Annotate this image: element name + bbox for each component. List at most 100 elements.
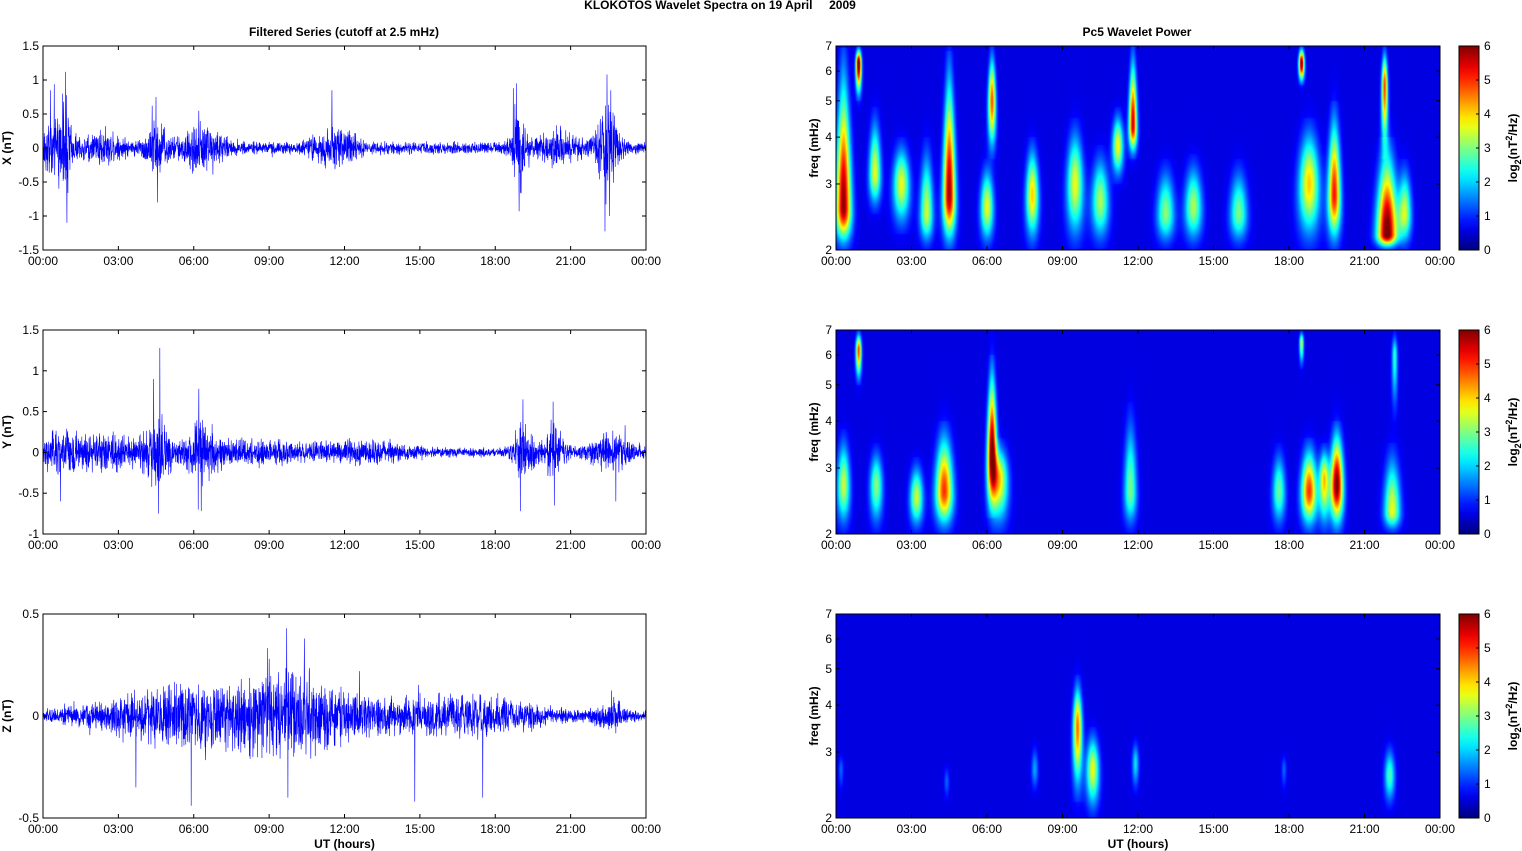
series-y-x-tick-label: 18:00 (480, 538, 510, 552)
power-x-x-axis: 00:00 03:00 06:00 09:00 12:00 15:00 18:00 21:00… (821, 46, 1455, 268)
series-y-x-tick-label: 12:00 (329, 538, 359, 552)
series-z-y-tick-label: 0.5 (22, 607, 39, 621)
series-y-x-tick-label: 15:00 (405, 538, 435, 552)
power-y-colorbar-tick-label: 6 (1484, 323, 1491, 337)
power-y-x-tick-label: 06:00 (972, 538, 1002, 552)
power-z-x-tick-label: 21:00 (1349, 822, 1379, 836)
series-y-x-tick-label: 09:00 (254, 538, 284, 552)
power-z-colorbar-tick-label: 2 (1484, 743, 1491, 757)
power-z-heatmap (836, 614, 1440, 818)
power-x-colorbar-tick-label: 3 (1484, 141, 1491, 155)
power-x-y-tick-label: 6 (825, 64, 832, 78)
power-z-colorbar-label: log2(nT2/Hz) (1504, 682, 1522, 751)
power-z-colorbar-tick-label: 1 (1484, 777, 1491, 791)
series-x-x-tick-label: 00:00 (28, 254, 58, 268)
series-z-panel: 0.5 0 -0.5 Z (nT) (0, 607, 647, 825)
power-z-x-tick-label: 15:00 (1198, 822, 1228, 836)
power-x-x-tick-label: 03:00 (896, 254, 926, 268)
power-z-colorbar-tick-label: 0 (1484, 811, 1491, 825)
series-z-y-tick-label: -0.5 (18, 811, 39, 825)
series-y-y-tick-label: -0.5 (18, 486, 39, 500)
series-z-line (42, 628, 647, 806)
power-y-y-tick-label: 6 (825, 348, 832, 362)
power-y-x-tick-label: 12:00 (1123, 538, 1153, 552)
power-y-x-tick-label: 03:00 (896, 538, 926, 552)
series-y-y-tick-label: 0.5 (22, 405, 39, 419)
series-x-y-tick-label: -1.5 (18, 243, 39, 257)
power-y-x-tick-label: 15:00 (1198, 538, 1228, 552)
power-y-x-tick-label: 18:00 (1274, 538, 1304, 552)
power-x-x-tick-label: 12:00 (1123, 254, 1153, 268)
series-x-x-tick-label: 03:00 (103, 254, 133, 268)
series-x-x-tick-label: 09:00 (254, 254, 284, 268)
power-y-colorbar: 6 5 4 3 2 1 0 log2(nT2/Hz) (1458, 323, 1522, 541)
power-z-xlabel: UT (hours) (1108, 837, 1169, 851)
series-x-x-tick-label: 21:00 (556, 254, 586, 268)
power-z-x-tick-label: 12:00 (1123, 822, 1153, 836)
power-x-x-tick-label: 00:00 (821, 254, 851, 268)
series-x-y-tick-label: 1 (32, 73, 39, 87)
series-z-xlabel: UT (hours) (314, 837, 375, 851)
series-y-x-tick-label: 00:00 (28, 538, 58, 552)
power-y-y-tick-label: 3 (825, 461, 832, 475)
power-z-x-axis: 00:00 03:00 06:00 09:00 12:00 15:00 18:00 21:00… (821, 614, 1455, 851)
series-y-panel: 1.5 1 0.5 0 -0.5 -1 Y (nT) (0, 323, 647, 541)
power-z-panel: 7 6 5 4 3 2 freq (mHz) (807, 607, 1441, 825)
power-y-panel: 7 6 5 4 3 2 freq (mHz) (807, 323, 1441, 541)
power-z-x-tick-label: 00:00 (821, 822, 851, 836)
power-y-x-tick-label: 00:00 (821, 538, 851, 552)
series-z-ylabel: Z (nT) (0, 699, 14, 732)
series-x-y-tick-label: 0.5 (22, 107, 39, 121)
power-x-x-tick-label: 00:00 (1425, 254, 1455, 268)
power-x-y-tick-label: 7 (825, 39, 832, 53)
series-z-x-tick-label: 03:00 (103, 822, 133, 836)
power-z-x-tick-label: 00:00 (1425, 822, 1455, 836)
series-y-x-tick-label: 06:00 (179, 538, 209, 552)
power-x-y-tick-label: 2 (825, 243, 832, 257)
power-z-colorbar-tick-label: 3 (1484, 709, 1491, 723)
series-y-y-tick-label: 1 (32, 364, 39, 378)
power-y-x-tick-label: 00:00 (1425, 538, 1455, 552)
series-x-y-tick-label: -0.5 (18, 175, 39, 189)
series-x-line (42, 71, 647, 232)
series-x-y-tick-label: -1 (28, 209, 39, 223)
power-x-y-tick-label: 4 (825, 130, 832, 144)
power-x-colorbar-tick-label: 0 (1484, 243, 1491, 257)
series-x-x-tick-label: 00:00 (631, 254, 661, 268)
power-z-y-tick-label: 7 (825, 607, 832, 621)
power-x-colorbar-tick-label: 2 (1484, 175, 1491, 189)
series-z-x-tick-label: 06:00 (179, 822, 209, 836)
series-y-x-tick-label: 00:00 (631, 538, 661, 552)
power-y-colorbar-tick-label: 0 (1484, 527, 1491, 541)
series-z-x-tick-label: 00:00 (28, 822, 58, 836)
series-z-x-tick-label: 21:00 (556, 822, 586, 836)
series-x-ylabel: X (nT) (0, 131, 14, 165)
series-z-x-tick-label: 18:00 (480, 822, 510, 836)
power-x-x-tick-label: 15:00 (1198, 254, 1228, 268)
series-x-x-tick-label: 06:00 (179, 254, 209, 268)
series-x-y-tick-label: 1.5 (22, 39, 39, 53)
power-x-panel: 7 6 5 4 3 2 freq (mHz) (807, 39, 1441, 257)
series-z-y-tick-label: 0 (32, 709, 39, 723)
series-y-line (42, 347, 647, 514)
power-x-colorbar: 6 5 4 3 2 1 0 log2(nT2/Hz) (1458, 39, 1522, 257)
power-z-x-tick-label: 09:00 (1047, 822, 1077, 836)
power-z-colorbar: 6 5 4 3 2 1 0 log2(nT2/Hz) (1458, 607, 1522, 825)
series-z-x-tick-label: 15:00 (405, 822, 435, 836)
power-y-colorbar-tick-label: 1 (1484, 493, 1491, 507)
power-z-colorbar-tick-label: 6 (1484, 607, 1491, 621)
power-y-x-tick-label: 09:00 (1047, 538, 1077, 552)
series-z-x-tick-label: 09:00 (254, 822, 284, 836)
power-z-colorbar-tick-label: 5 (1484, 641, 1491, 655)
series-x-x-tick-label: 15:00 (405, 254, 435, 268)
series-z-x-tick-label: 00:00 (631, 822, 661, 836)
series-y-y-tick-label: 1.5 (22, 323, 39, 337)
power-z-x-tick-label: 03:00 (896, 822, 926, 836)
series-x-y-tick-label: 0 (32, 141, 39, 155)
series-y-y-tick-label: -1 (28, 527, 39, 541)
power-z-ylabel: freq (mHz) (807, 686, 821, 745)
power-y-heatmap (836, 330, 1440, 534)
power-z-y-tick-label: 2 (825, 811, 832, 825)
power-z-y-tick-label: 5 (825, 662, 832, 676)
